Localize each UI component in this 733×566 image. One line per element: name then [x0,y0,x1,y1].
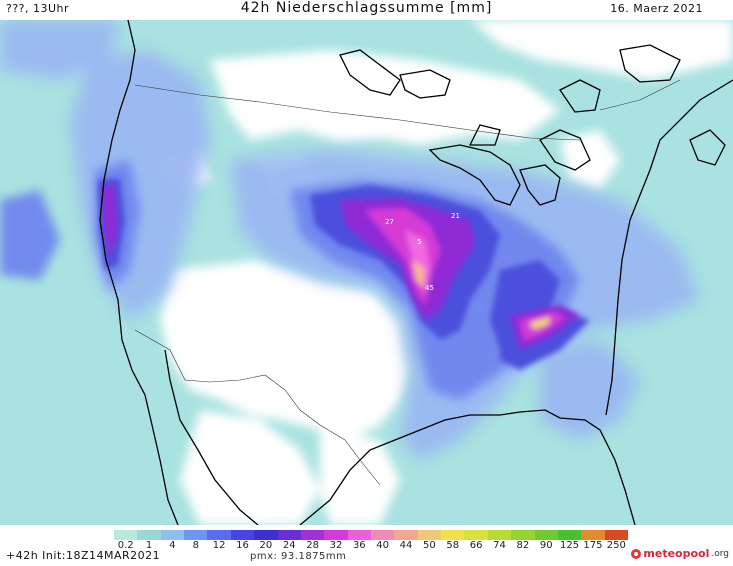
color-scale-label: 4 [169,540,176,551]
valid-time-label: ???, 13Uhr [6,2,70,15]
color-scale-label: 20 [259,540,273,551]
color-scale-labels: 0.2 1 4 8 12 16 20 24 28 32 36 40 44 50 58 66 74 82 90 125 1… [114,540,634,552]
color-scale-swatch [487,530,512,540]
point-value-labels: 27 21 5 45 [385,212,460,292]
color-scale-swatch [207,530,232,540]
color-scale-swatch [581,530,606,540]
color-scale-label: 40 [376,540,390,551]
color-scale-swatch [184,530,208,540]
color-scale-swatch [604,530,629,540]
color-scale-label: 250 [606,540,626,551]
intense-precip-cores [102,185,580,350]
color-scale-label: 175 [583,540,603,551]
point-label: 5 [417,238,421,246]
color-scale-label: 82 [516,540,530,551]
point-label: 45 [425,284,434,292]
coastlines [99,20,733,525]
political-borders [134,79,681,486]
color-scale-swatch [277,530,302,540]
color-scale-label: 58 [446,540,460,551]
color-scale-swatch [371,530,395,540]
color-scale-label: 74 [493,540,506,551]
color-scale-label: 125 [560,540,580,551]
color-scale-swatch [394,530,419,540]
precipitation-color-scale [114,530,629,540]
precipitation-map: 27 21 5 45 [0,20,733,525]
color-scale-swatch [464,530,489,540]
meteopool-logo[interactable]: meteopool .org [631,547,729,560]
color-scale-label: 36 [352,540,366,551]
color-scale-label: 28 [306,540,319,551]
color-scale-swatch [230,530,255,540]
color-scale-swatch [300,530,325,540]
color-scale-swatch [347,530,372,540]
max-precip-label: pmx: 93.1875mm [250,551,347,562]
color-scale-label: 24 [282,540,296,551]
color-scale-swatch [511,530,536,540]
valid-date-label: 16. Maerz 2021 [610,2,703,15]
color-scale-label: 8 [192,540,199,551]
init-time-label: +42h Init:18Z14MAR2021 [6,549,161,562]
logo-text: meteopool [643,547,710,560]
logo-icon [631,548,642,559]
color-scale-swatch [114,530,138,540]
color-scale-swatch [557,530,582,540]
color-scale-label: 32 [329,540,343,551]
map-title: 42h Niederschlagssumme [mm] [240,0,493,16]
color-scale-swatch [324,530,349,540]
color-scale-label: 0.2 [117,540,134,551]
color-scale-swatch [254,530,279,540]
color-scale-label: 44 [399,540,413,551]
header-bar: ???, 13Uhr 42h Niederschlagssumme [mm] 1… [0,0,733,20]
point-label: 21 [451,212,460,220]
color-scale-swatch [137,530,162,540]
color-scale-swatch [441,530,465,540]
point-label: 27 [385,218,394,226]
color-scale-swatch [534,530,559,540]
color-scale-label: 66 [469,540,483,551]
color-scale-label: 16 [236,540,249,551]
color-scale-label: 50 [423,540,436,551]
color-scale-swatch [417,530,442,540]
color-scale-label: 12 [212,540,226,551]
color-scale-label: 1 [145,540,153,551]
color-scale-swatch [160,530,185,540]
logo-suffix: .org [711,548,729,559]
color-scale-label: 90 [539,540,553,551]
